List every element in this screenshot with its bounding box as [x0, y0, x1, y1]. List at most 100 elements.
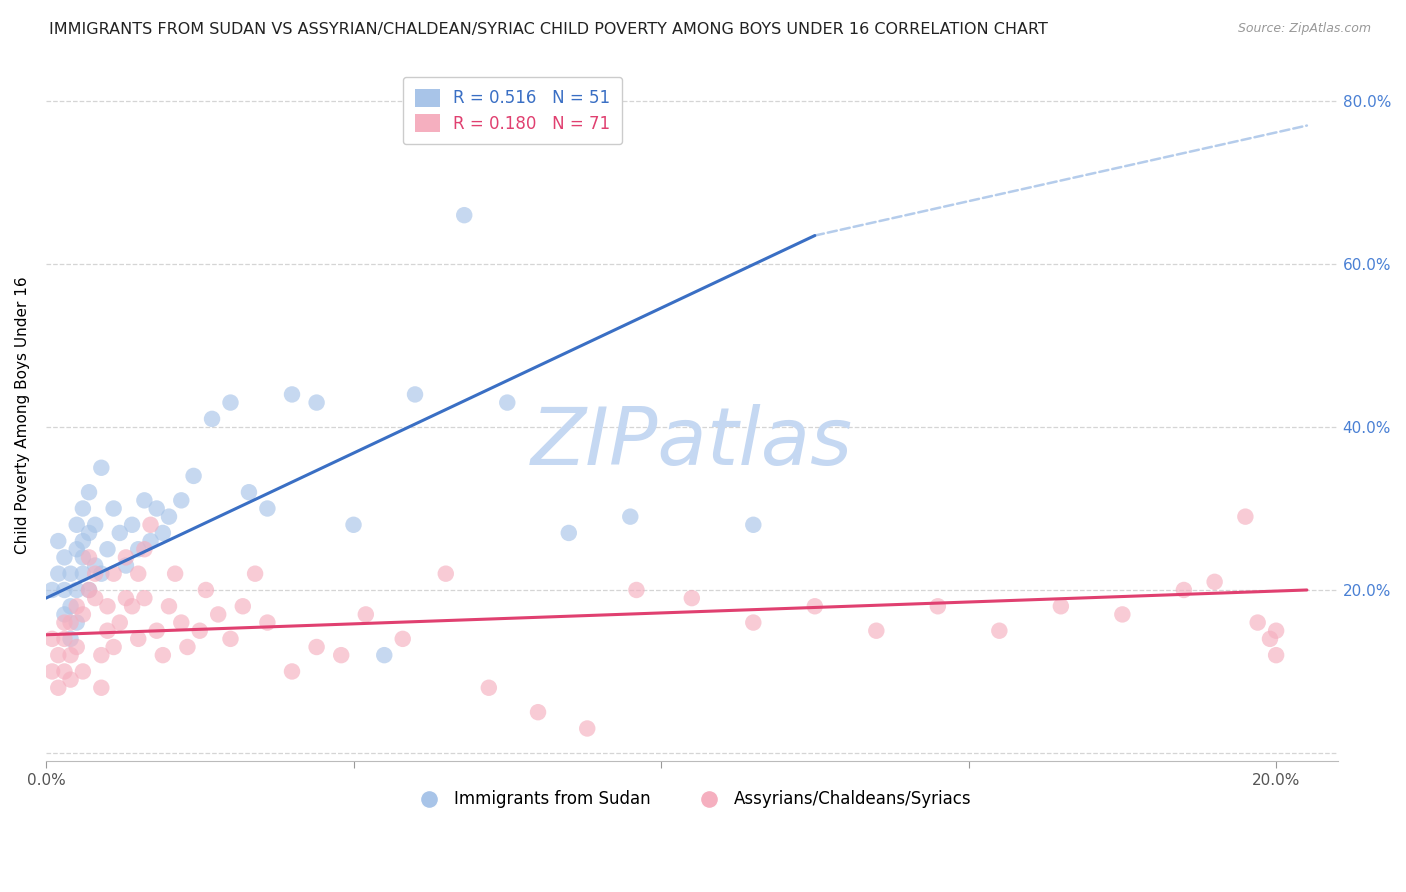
- Legend: Immigrants from Sudan, Assyrians/Chaldeans/Syriacs: Immigrants from Sudan, Assyrians/Chaldea…: [405, 784, 979, 815]
- Point: [59, 615, 82, 630]
- Point: [232, 599, 254, 614]
- Point: [305, 395, 328, 409]
- Point: [134, 591, 156, 606]
- Point: [59, 632, 82, 646]
- Point: [1111, 607, 1133, 622]
- Point: [72, 607, 94, 622]
- Point: [127, 566, 149, 581]
- Point: [72, 566, 94, 581]
- Point: [576, 722, 599, 736]
- Point: [176, 640, 198, 654]
- Point: [626, 582, 648, 597]
- Text: IMMIGRANTS FROM SUDAN VS ASSYRIAN/CHALDEAN/SYRIAC CHILD POVERTY AMONG BOYS UNDER: IMMIGRANTS FROM SUDAN VS ASSYRIAN/CHALDE…: [49, 22, 1047, 37]
- Point: [281, 665, 304, 679]
- Point: [243, 566, 266, 581]
- Point: [53, 582, 76, 597]
- Point: [194, 582, 217, 597]
- Point: [742, 615, 765, 630]
- Point: [77, 550, 100, 565]
- Point: [1204, 574, 1226, 589]
- Text: Source: ZipAtlas.com: Source: ZipAtlas.com: [1237, 22, 1371, 36]
- Point: [219, 632, 242, 646]
- Point: [103, 501, 125, 516]
- Point: [115, 550, 138, 565]
- Point: [84, 517, 107, 532]
- Point: [927, 599, 949, 614]
- Point: [1234, 509, 1257, 524]
- Point: [72, 550, 94, 565]
- Point: [127, 632, 149, 646]
- Point: [207, 607, 229, 622]
- Point: [619, 509, 641, 524]
- Point: [256, 501, 278, 516]
- Point: [342, 517, 364, 532]
- Point: [1265, 648, 1288, 662]
- Point: [453, 208, 475, 222]
- Point: [66, 582, 89, 597]
- Point: [41, 665, 63, 679]
- Point: [96, 624, 118, 638]
- Point: [90, 566, 112, 581]
- Point: [478, 681, 501, 695]
- Point: [1173, 582, 1195, 597]
- Point: [59, 599, 82, 614]
- Point: [77, 582, 100, 597]
- Point: [804, 599, 827, 614]
- Point: [53, 607, 76, 622]
- Point: [170, 615, 193, 630]
- Point: [238, 485, 260, 500]
- Point: [1258, 632, 1281, 646]
- Point: [84, 558, 107, 573]
- Point: [157, 599, 180, 614]
- Point: [103, 566, 125, 581]
- Point: [165, 566, 187, 581]
- Point: [59, 648, 82, 662]
- Point: [90, 648, 112, 662]
- Point: [742, 517, 765, 532]
- Point: [127, 542, 149, 557]
- Point: [1247, 615, 1270, 630]
- Point: [66, 517, 89, 532]
- Point: [373, 648, 395, 662]
- Point: [121, 599, 143, 614]
- Point: [183, 469, 205, 483]
- Point: [72, 665, 94, 679]
- Point: [96, 599, 118, 614]
- Point: [404, 387, 426, 401]
- Point: [170, 493, 193, 508]
- Point: [59, 566, 82, 581]
- Point: [527, 705, 550, 719]
- Point: [256, 615, 278, 630]
- Point: [681, 591, 703, 606]
- Point: [988, 624, 1011, 638]
- Point: [59, 673, 82, 687]
- Point: [41, 632, 63, 646]
- Point: [41, 582, 63, 597]
- Point: [108, 525, 131, 540]
- Point: [558, 525, 581, 540]
- Point: [134, 542, 156, 557]
- Point: [46, 566, 69, 581]
- Point: [103, 640, 125, 654]
- Point: [66, 615, 89, 630]
- Point: [108, 615, 131, 630]
- Point: [330, 648, 353, 662]
- Point: [66, 599, 89, 614]
- Point: [145, 501, 167, 516]
- Point: [72, 501, 94, 516]
- Point: [157, 509, 180, 524]
- Point: [391, 632, 413, 646]
- Point: [152, 525, 174, 540]
- Point: [139, 534, 162, 549]
- Point: [201, 412, 224, 426]
- Point: [145, 624, 167, 638]
- Point: [152, 648, 174, 662]
- Point: [84, 591, 107, 606]
- Point: [90, 681, 112, 695]
- Point: [53, 632, 76, 646]
- Point: [77, 582, 100, 597]
- Point: [219, 395, 242, 409]
- Point: [46, 648, 69, 662]
- Text: ZIPatlas: ZIPatlas: [530, 403, 853, 482]
- Point: [90, 460, 112, 475]
